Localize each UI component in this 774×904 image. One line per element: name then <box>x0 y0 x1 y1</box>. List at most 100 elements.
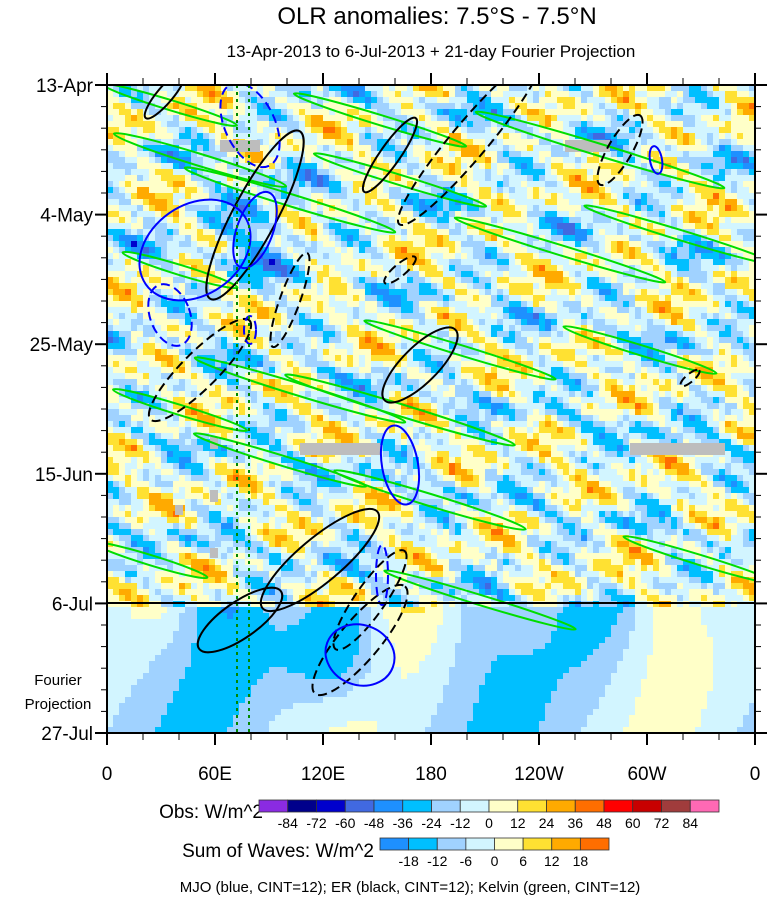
field-cell <box>359 277 365 283</box>
field-cell <box>635 337 641 343</box>
field-cell <box>587 283 593 289</box>
field-cell <box>389 211 395 217</box>
field-cell <box>611 295 617 301</box>
field-cell <box>377 139 383 145</box>
field-cell <box>437 181 443 187</box>
field-cell <box>551 163 557 169</box>
field-cell <box>491 253 497 259</box>
field-cell <box>341 109 347 115</box>
field-cell <box>599 337 605 343</box>
field-cell <box>653 175 659 181</box>
field-cell <box>299 103 305 109</box>
field-cell <box>509 325 515 331</box>
field-cell <box>719 253 725 259</box>
field-cell <box>209 115 215 121</box>
field-cell <box>215 145 221 151</box>
field-cell <box>383 307 389 313</box>
field-cell <box>275 235 281 241</box>
field-cell <box>149 265 155 271</box>
field-cell <box>287 193 293 199</box>
field-cell <box>677 235 683 241</box>
field-cell <box>455 193 461 199</box>
field-cell <box>359 199 365 205</box>
field-cell <box>569 283 575 289</box>
field-cell <box>161 361 167 367</box>
field-cell <box>437 187 443 193</box>
field-cell <box>497 109 503 115</box>
field-cell <box>359 241 365 247</box>
field-cell <box>617 307 623 313</box>
field-cell <box>371 235 377 241</box>
field-cell <box>161 265 167 271</box>
field-cell <box>557 301 563 307</box>
field-cell <box>635 217 641 223</box>
field-cell <box>563 331 569 337</box>
field-cell <box>203 259 209 265</box>
field-cell <box>533 343 539 349</box>
field-cell <box>539 241 545 247</box>
field-cell <box>323 307 329 313</box>
field-cell <box>269 85 275 91</box>
field-cell <box>419 193 425 199</box>
field-cell <box>197 259 203 265</box>
field-cell <box>563 307 569 313</box>
field-cell <box>515 121 521 127</box>
field-cell <box>143 199 149 205</box>
field-cell <box>617 187 623 193</box>
field-cell <box>683 277 689 283</box>
field-cell <box>155 247 161 253</box>
field-cell <box>215 115 221 121</box>
field-cell <box>581 325 587 331</box>
field-cell <box>605 229 611 235</box>
field-cell <box>251 265 257 271</box>
field-cell <box>713 163 719 169</box>
field-cell <box>467 259 473 265</box>
field-cell <box>203 235 209 241</box>
field-cell <box>683 301 689 307</box>
field-cell <box>455 157 461 163</box>
field-cell <box>611 85 617 91</box>
field-cell <box>587 199 593 205</box>
field-cell <box>527 151 533 157</box>
field-cell <box>479 163 485 169</box>
field-cell <box>743 109 749 115</box>
field-cell <box>329 295 335 301</box>
field-cell <box>533 337 539 343</box>
field-cell <box>509 181 515 187</box>
field-cell <box>311 145 317 151</box>
field-cell <box>161 205 167 211</box>
field-cell <box>533 295 539 301</box>
field-cell <box>617 313 623 319</box>
field-cell <box>335 265 341 271</box>
field-cell <box>731 229 737 235</box>
field-cell <box>389 193 395 199</box>
field-cell <box>191 289 197 295</box>
field-cell <box>389 85 395 91</box>
field-cell <box>275 181 281 187</box>
field-cell <box>539 307 545 313</box>
field-cell <box>251 307 257 313</box>
field-cell <box>449 301 455 307</box>
field-cell <box>407 235 413 241</box>
field-cell <box>383 241 389 247</box>
field-cell <box>449 145 455 151</box>
field-cell <box>335 271 341 277</box>
field-cell <box>167 265 173 271</box>
field-cell <box>509 163 515 169</box>
field-cell <box>749 217 755 223</box>
field-cell <box>551 331 557 337</box>
field-cell <box>677 325 683 331</box>
field-cell <box>143 295 149 301</box>
field-cell <box>335 253 341 259</box>
field-cell <box>131 217 137 223</box>
field-cell <box>539 343 545 349</box>
field-cell <box>647 241 653 247</box>
field-cell <box>665 277 671 283</box>
field-cell <box>713 265 719 271</box>
field-cell <box>593 301 599 307</box>
field-cell <box>707 181 713 187</box>
field-cell <box>671 133 677 139</box>
field-cell <box>323 247 329 253</box>
field-cell <box>617 325 623 331</box>
field-cell <box>113 361 119 367</box>
